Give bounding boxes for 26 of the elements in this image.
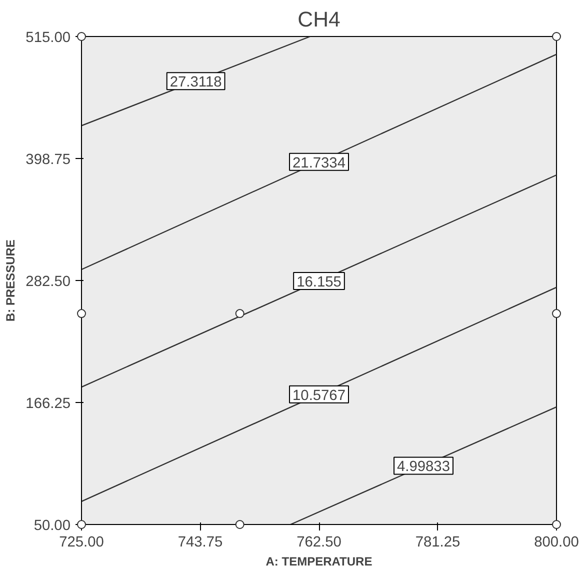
series-label: 21.7334 [292,155,346,172]
y-tick-label: 515.00 [26,30,70,46]
point [77,520,86,529]
series-label: 10.5767 [292,388,346,404]
y-tick-label: 50.00 [34,518,71,534]
y-axis-title: B: PRESSURE [4,239,18,322]
y-tick-label: 398.75 [26,152,70,168]
y-tick-label: 282.50 [26,274,70,290]
point [235,520,244,529]
series-label: 16.155 [296,274,342,291]
x-axis-title: A: TEMPERATURE [266,554,372,568]
point [77,32,86,41]
x-tick-label: 725.00 [59,534,104,550]
series-label: 27.3118 [170,74,222,91]
y-tick-label: 166.25 [26,396,70,412]
x-tick-label: 743.75 [178,534,223,550]
point [552,520,561,529]
point [77,309,86,318]
x-tick-label: 762.50 [296,534,342,550]
x-tick-label: 781.25 [415,534,460,550]
chart-title: CH4 [298,8,340,32]
point [552,309,561,318]
x-tick-label: 800.00 [534,534,579,550]
point [552,32,561,41]
point [235,309,244,318]
series-label: 4.99833 [397,459,450,476]
